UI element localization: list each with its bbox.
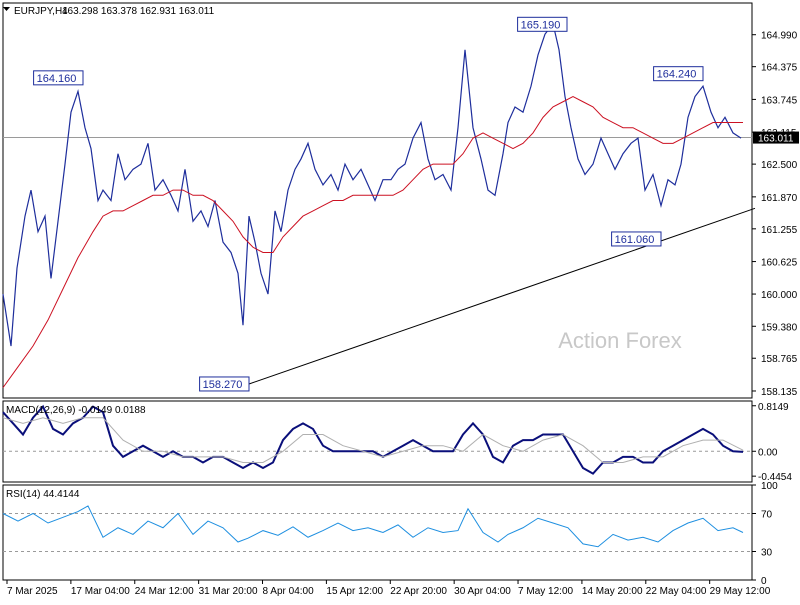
ohlc-values: 163.298 163.378 162.931 163.011 (62, 6, 215, 17)
price-annotation: 161.060 (611, 231, 662, 247)
x-tick-label: 8 Apr 04:00 (263, 586, 315, 597)
price-tick-label: 163.745 (761, 95, 798, 106)
macd-tick-label: 0.8149 (758, 402, 789, 413)
x-tick-label: 7 May 12:00 (518, 586, 573, 597)
rsi-series-rsi (2, 505, 744, 548)
price-annotation: 164.160 (33, 70, 84, 86)
x-tick-label: 7 Mar 2025 (7, 586, 58, 597)
x-tick-label: 17 Mar 04:00 (71, 586, 130, 597)
price-panel-frame (2, 2, 753, 399)
current-price-tag (753, 131, 799, 144)
price-tick-label: 160.625 (761, 258, 798, 269)
rsi-tick-label: 0 (761, 576, 767, 587)
macd-series-macd (2, 404, 744, 475)
x-tick-label: 29 May 12:00 (710, 586, 771, 597)
annotation-label: 158.270 (203, 379, 243, 391)
rsi-panel-frame (2, 484, 753, 581)
x-tick-label: 22 May 04:00 (646, 586, 707, 597)
x-tick-label: 14 May 20:00 (582, 586, 643, 597)
price-tick-label: 161.255 (761, 225, 798, 236)
annotation-label: 161.060 (615, 234, 655, 246)
rsi-tick-label: 70 (761, 510, 773, 521)
price-tick-label: 161.870 (761, 193, 798, 204)
rsi-tick-label: 30 (761, 548, 773, 559)
current-price-label: 163.011 (758, 134, 794, 145)
price-tick-label: 162.500 (761, 160, 798, 171)
annotation-box (199, 376, 250, 392)
price-tick-label: 158.135 (761, 387, 798, 398)
macd-series-signal (2, 417, 744, 463)
price-tick-label: 158.765 (761, 354, 798, 365)
price-series-close (2, 22, 742, 347)
macd-tick-label: -0.4454 (758, 472, 792, 483)
annotation-box (611, 231, 662, 247)
annotation-label: 164.240 (657, 69, 697, 81)
macd-panel-frame (2, 400, 753, 483)
price-tick-label: 160.000 (761, 290, 798, 301)
annotation-label: 165.190 (521, 19, 561, 31)
price-annotation: 164.240 (653, 66, 704, 82)
annotation-box (517, 16, 568, 32)
watermark: Action Forex (558, 328, 682, 353)
x-tick-label: 30 Apr 04:00 (454, 586, 511, 597)
collapse-triangle-icon[interactable] (3, 7, 10, 11)
rsi-title: RSI(14) 44.4144 (6, 489, 80, 500)
price-series-ma (2, 95, 743, 388)
price-tick-label: 164.375 (761, 63, 798, 74)
annotation-box (33, 70, 84, 86)
x-tick-label: 31 Mar 20:00 (199, 586, 258, 597)
price-tick-label: 164.990 (761, 31, 798, 42)
annotation-box (653, 66, 704, 82)
rsi-tick-label: 100 (761, 481, 778, 492)
chart-title: EURJPY,H4 (14, 6, 68, 17)
x-tick-label: 22 Apr 20:00 (390, 586, 447, 597)
price-annotation: 165.190 (517, 16, 568, 32)
price-tick-label: 159.380 (761, 322, 798, 333)
price-annotation: 158.270 (199, 376, 250, 392)
x-tick-label: 24 Mar 12:00 (135, 586, 194, 597)
annotation-label: 164.160 (37, 73, 77, 85)
macd-tick-label: 0.00 (758, 447, 778, 458)
macd-title: MACD(12,26,9) -0.0149 0.0188 (6, 405, 146, 416)
support-trendline (248, 207, 756, 385)
x-tick-label: 15 Apr 12:00 (326, 586, 383, 597)
